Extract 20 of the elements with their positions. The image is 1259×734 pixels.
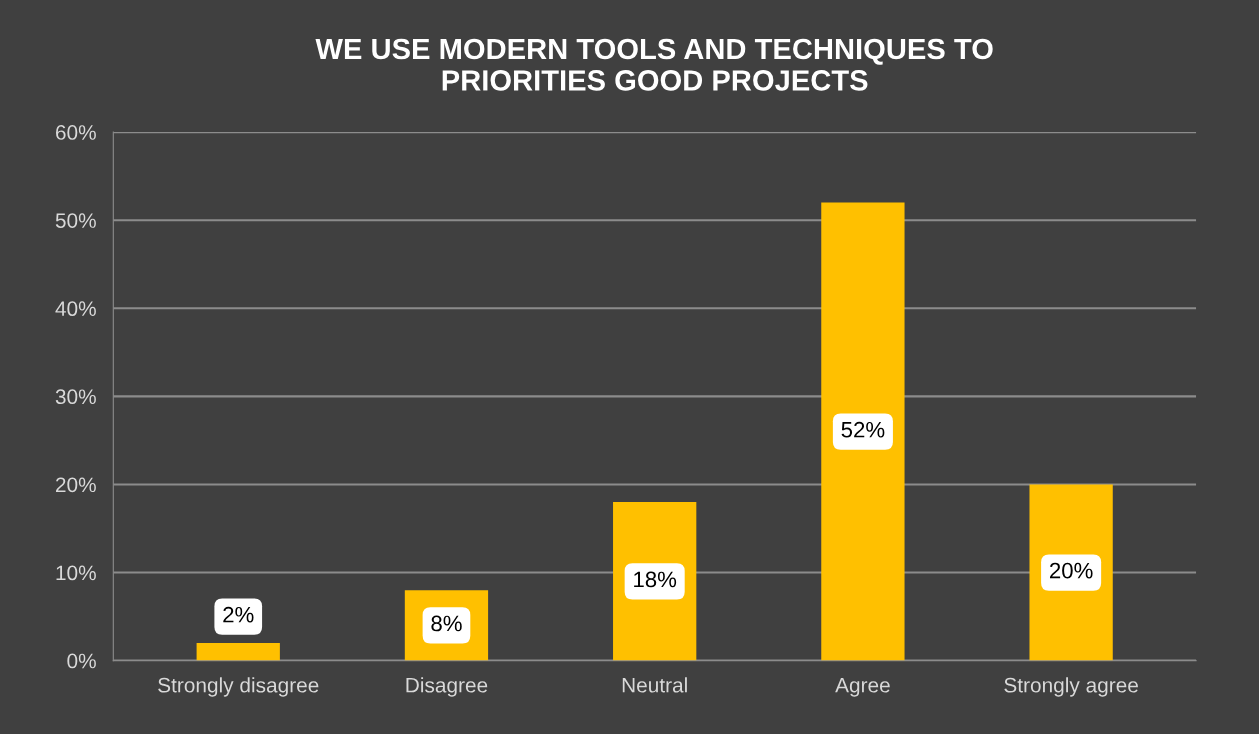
data-label: 2% (223, 606, 254, 623)
y-tick-label: 50% (55, 213, 96, 228)
y-tick-label: 30% (55, 389, 96, 405)
bar (821, 202, 905, 661)
y-tick-label: 0% (67, 653, 96, 669)
data-label: 8% (431, 615, 462, 632)
x-tick-label: Strongly disagree (158, 677, 319, 697)
data-label: 18% (634, 571, 677, 588)
y-tick-label: 10% (56, 565, 96, 581)
bar (196, 642, 280, 661)
y-tick-label: 20% (56, 477, 96, 493)
data-label: 52% (841, 421, 885, 438)
chart-title: WE USE MODERN TOOLS AND TECHNIQUES TO PRIORITIES GOOD PROJECTS (315, 38, 993, 91)
x-tick-label: Neutral (622, 677, 687, 693)
x-tick-label: Strongly agree (1004, 677, 1138, 697)
y-tick-label: 40% (55, 301, 96, 317)
x-tick-label: Agree (835, 678, 890, 697)
data-label: 20% (1050, 562, 1093, 579)
y-tick-label: 60% (56, 125, 96, 140)
x-tick-label: Disagree (406, 677, 488, 697)
